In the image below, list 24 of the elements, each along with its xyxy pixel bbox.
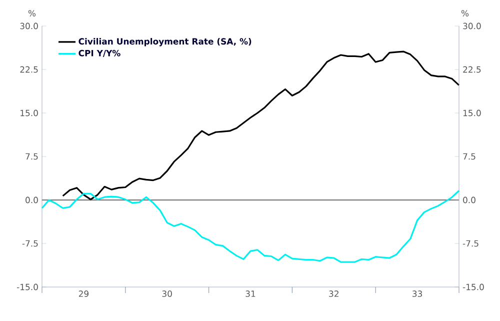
- y-tick-label: -15.0: [16, 284, 38, 290]
- x-tick-label: 33: [412, 290, 422, 297]
- x-tick-label: 29: [78, 290, 88, 297]
- y-tick-label: 0.0: [26, 196, 38, 204]
- legend-label: CPI Y/Y%: [78, 50, 120, 57]
- y2-tick-label: 15.0: [463, 110, 481, 116]
- x-tick-label: 31: [246, 290, 256, 297]
- y-tick-label: 7.5: [26, 153, 38, 160]
- y2-axis-title: %: [461, 10, 469, 16]
- y-tick-label: 22.5: [20, 66, 38, 73]
- y-tick-label: -7.5: [22, 240, 38, 247]
- x-tick-label: 30: [162, 290, 172, 297]
- y2-tick-label: 22.5: [463, 66, 481, 73]
- y2-tick-label: 0.0: [463, 196, 476, 204]
- y2-tick-label: -7.5: [462, 240, 478, 247]
- legend-label: Civilian Unemployment Rate (SA, %): [78, 38, 252, 46]
- x-tick-label: 32: [329, 290, 338, 297]
- y2-tick-label: 7.5: [463, 153, 476, 160]
- y2-tick-label: 30.0: [463, 22, 481, 30]
- y-tick-label: 15.0: [20, 110, 38, 116]
- y2-tick-label: -15.0: [462, 284, 484, 290]
- y-axis-title: %: [28, 10, 36, 16]
- y-tick-label: 30.0: [20, 22, 38, 30]
- line-series: [62, 50, 460, 200]
